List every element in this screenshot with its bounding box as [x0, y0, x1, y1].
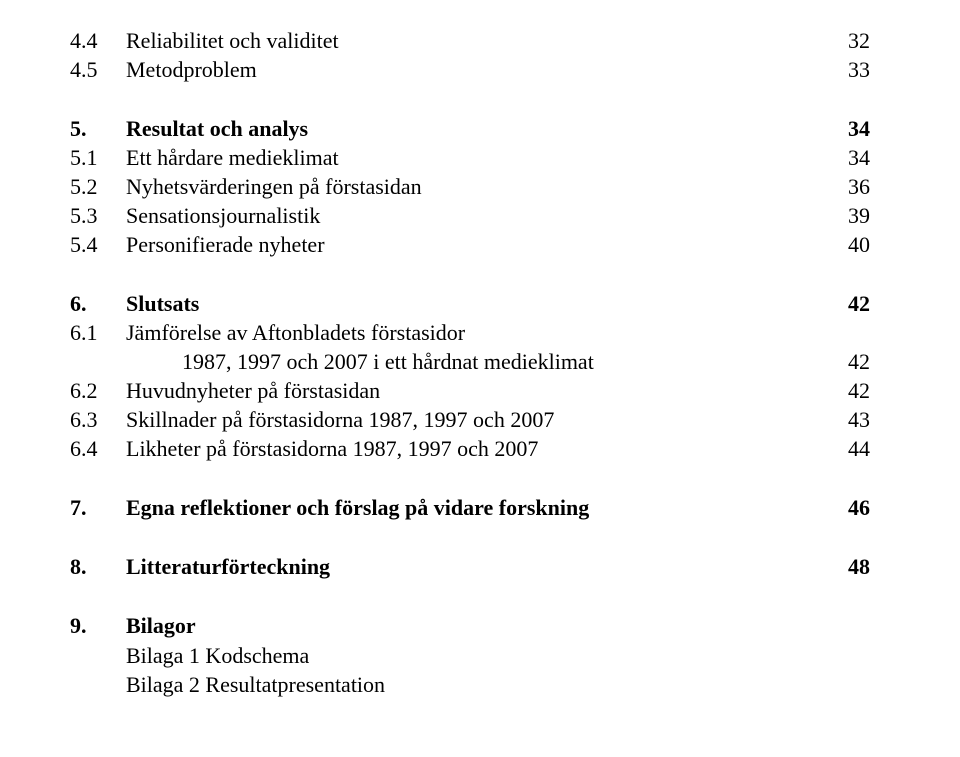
toc-page: 4.4 Reliabilitet och validitet 32 4.5 Me…	[0, 0, 960, 699]
toc-row: 5.4 Personifierade nyheter 40	[70, 230, 870, 259]
toc-row: 5.2 Nyhetsvärderingen på förstasidan 36	[70, 172, 870, 201]
toc-page-number: 34	[826, 114, 870, 143]
toc-num: 8.	[70, 552, 126, 581]
toc-label: Metodproblem	[126, 55, 826, 84]
toc-row: 6.4 Likheter på förstasidorna 1987, 1997…	[70, 434, 870, 463]
toc-label: 1987, 1997 och 2007 i ett hårdnat mediek…	[182, 347, 826, 376]
toc-label: Sensationsjournalistik	[126, 201, 826, 230]
toc-group: 9. Bilagor Bilaga 1 Kodschema Bilaga 2 R…	[70, 611, 870, 698]
toc-page-number: 44	[826, 434, 870, 463]
toc-page-number: 48	[826, 552, 870, 581]
toc-num: 5.	[70, 114, 126, 143]
toc-label: Litteraturförteckning	[126, 552, 826, 581]
toc-label: Reliabilitet och validitet	[126, 26, 826, 55]
toc-page-number: 43	[826, 405, 870, 434]
toc-num: 5.1	[70, 143, 126, 172]
toc-label: Jämförelse av Aftonbladets förstasidor	[126, 318, 826, 347]
toc-num: 6.4	[70, 434, 126, 463]
toc-row: 8. Litteraturförteckning 48	[70, 552, 870, 581]
toc-row: 5. Resultat och analys 34	[70, 114, 870, 143]
toc-row: 5.1 Ett hårdare medieklimat 34	[70, 143, 870, 172]
toc-num: 6.	[70, 289, 126, 318]
toc-num: 6.3	[70, 405, 126, 434]
toc-row: 1987, 1997 och 2007 i ett hårdnat mediek…	[70, 347, 870, 376]
toc-row: Bilaga 2 Resultatpresentation	[70, 670, 870, 699]
toc-row: 6.3 Skillnader på förstasidorna 1987, 19…	[70, 405, 870, 434]
toc-page-number: 36	[826, 172, 870, 201]
toc-label: Ett hårdare medieklimat	[126, 143, 826, 172]
toc-row: 4.5 Metodproblem 33	[70, 55, 870, 84]
toc-row: 9. Bilagor	[70, 611, 870, 640]
toc-num: 9.	[70, 611, 126, 640]
toc-num: 5.4	[70, 230, 126, 259]
toc-row: Bilaga 1 Kodschema	[70, 641, 870, 670]
toc-row: 7. Egna reflektioner och förslag på vida…	[70, 493, 870, 522]
toc-label: Bilagor	[126, 611, 826, 640]
toc-label: Egna reflektioner och förslag på vidare …	[126, 493, 826, 522]
toc-page-number: 42	[826, 347, 870, 376]
toc-group: 5. Resultat och analys 34 5.1 Ett hårdar…	[70, 114, 870, 259]
toc-page-number: 33	[826, 55, 870, 84]
toc-num: 6.1	[70, 318, 126, 347]
toc-page-number: 39	[826, 201, 870, 230]
toc-page-number: 40	[826, 230, 870, 259]
toc-label: Slutsats	[126, 289, 826, 318]
toc-row: 4.4 Reliabilitet och validitet 32	[70, 26, 870, 55]
toc-row: 5.3 Sensationsjournalistik 39	[70, 201, 870, 230]
toc-row: 6.2 Huvudnyheter på förstasidan 42	[70, 376, 870, 405]
toc-row: 6. Slutsats 42	[70, 289, 870, 318]
toc-group: 6. Slutsats 42 6.1 Jämförelse av Aftonbl…	[70, 289, 870, 463]
toc-num: 4.5	[70, 55, 126, 84]
toc-num: 4.4	[70, 26, 126, 55]
toc-num: 7.	[70, 493, 126, 522]
toc-label: Resultat och analys	[126, 114, 826, 143]
toc-label: Skillnader på förstasidorna 1987, 1997 o…	[126, 405, 826, 434]
toc-row: 6.1 Jämförelse av Aftonbladets förstasid…	[70, 318, 870, 347]
toc-page-number: 46	[826, 493, 870, 522]
toc-page-number: 42	[826, 376, 870, 405]
toc-page-number: 34	[826, 143, 870, 172]
toc-group: 8. Litteraturförteckning 48	[70, 552, 870, 581]
toc-group: 7. Egna reflektioner och förslag på vida…	[70, 493, 870, 522]
toc-page-number: 32	[826, 26, 870, 55]
toc-label: Likheter på förstasidorna 1987, 1997 och…	[126, 434, 826, 463]
toc-label: Huvudnyheter på förstasidan	[126, 376, 826, 405]
toc-page-number: 42	[826, 289, 870, 318]
toc-label: Bilaga 2 Resultatpresentation	[126, 670, 826, 699]
toc-num: 6.2	[70, 376, 126, 405]
toc-label: Personifierade nyheter	[126, 230, 826, 259]
toc-label: Bilaga 1 Kodschema	[126, 641, 826, 670]
toc-group: 4.4 Reliabilitet och validitet 32 4.5 Me…	[70, 26, 870, 84]
toc-num: 5.3	[70, 201, 126, 230]
toc-num: 5.2	[70, 172, 126, 201]
toc-label: Nyhetsvärderingen på förstasidan	[126, 172, 826, 201]
